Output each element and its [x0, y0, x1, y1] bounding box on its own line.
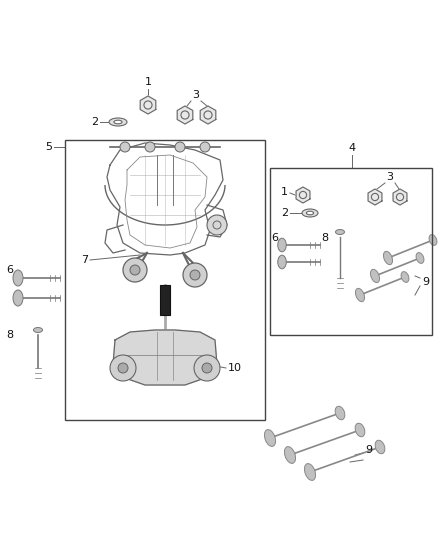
- Polygon shape: [177, 106, 193, 124]
- Circle shape: [175, 142, 185, 152]
- Text: 9: 9: [365, 445, 372, 455]
- Circle shape: [110, 355, 136, 381]
- Polygon shape: [393, 189, 407, 205]
- Text: 4: 4: [349, 143, 356, 153]
- Ellipse shape: [109, 118, 127, 126]
- Ellipse shape: [284, 447, 296, 463]
- Ellipse shape: [278, 255, 286, 269]
- Polygon shape: [368, 189, 382, 205]
- Ellipse shape: [302, 209, 318, 217]
- Ellipse shape: [13, 290, 23, 306]
- Circle shape: [202, 363, 212, 373]
- Bar: [160, 285, 170, 315]
- Text: 2: 2: [281, 208, 288, 218]
- Text: 5: 5: [45, 142, 52, 152]
- Ellipse shape: [416, 253, 424, 263]
- Bar: [65, 140, 265, 420]
- Ellipse shape: [375, 440, 385, 454]
- Circle shape: [183, 263, 207, 287]
- Ellipse shape: [401, 272, 409, 282]
- Circle shape: [194, 355, 220, 381]
- Text: 8: 8: [6, 330, 13, 340]
- Circle shape: [145, 142, 155, 152]
- Ellipse shape: [356, 288, 364, 302]
- Circle shape: [118, 363, 128, 373]
- Text: 7: 7: [81, 255, 88, 265]
- Ellipse shape: [278, 238, 286, 252]
- Ellipse shape: [13, 270, 23, 286]
- Text: 6: 6: [271, 233, 278, 243]
- Ellipse shape: [429, 235, 437, 245]
- Polygon shape: [200, 106, 216, 124]
- Polygon shape: [140, 96, 156, 114]
- Ellipse shape: [336, 230, 345, 235]
- Text: 2: 2: [91, 117, 98, 127]
- Text: 6: 6: [6, 265, 13, 275]
- Ellipse shape: [371, 269, 380, 282]
- Ellipse shape: [307, 211, 314, 215]
- Circle shape: [190, 270, 200, 280]
- Text: 1: 1: [281, 187, 288, 197]
- Text: 1: 1: [145, 77, 152, 87]
- Bar: [270, 168, 432, 335]
- Ellipse shape: [304, 464, 315, 480]
- Polygon shape: [113, 330, 217, 385]
- Text: 3: 3: [386, 172, 393, 182]
- Text: 10: 10: [228, 363, 242, 373]
- Polygon shape: [296, 187, 310, 203]
- Text: 8: 8: [321, 233, 328, 243]
- Ellipse shape: [114, 120, 122, 124]
- Ellipse shape: [33, 327, 42, 333]
- Ellipse shape: [335, 406, 345, 420]
- Ellipse shape: [355, 423, 365, 437]
- Circle shape: [130, 265, 140, 275]
- Circle shape: [207, 215, 227, 235]
- Circle shape: [200, 142, 210, 152]
- Ellipse shape: [265, 430, 276, 447]
- Circle shape: [120, 142, 130, 152]
- Text: 3: 3: [192, 90, 199, 100]
- Ellipse shape: [383, 252, 392, 265]
- Text: 9: 9: [422, 277, 429, 287]
- Circle shape: [123, 258, 147, 282]
